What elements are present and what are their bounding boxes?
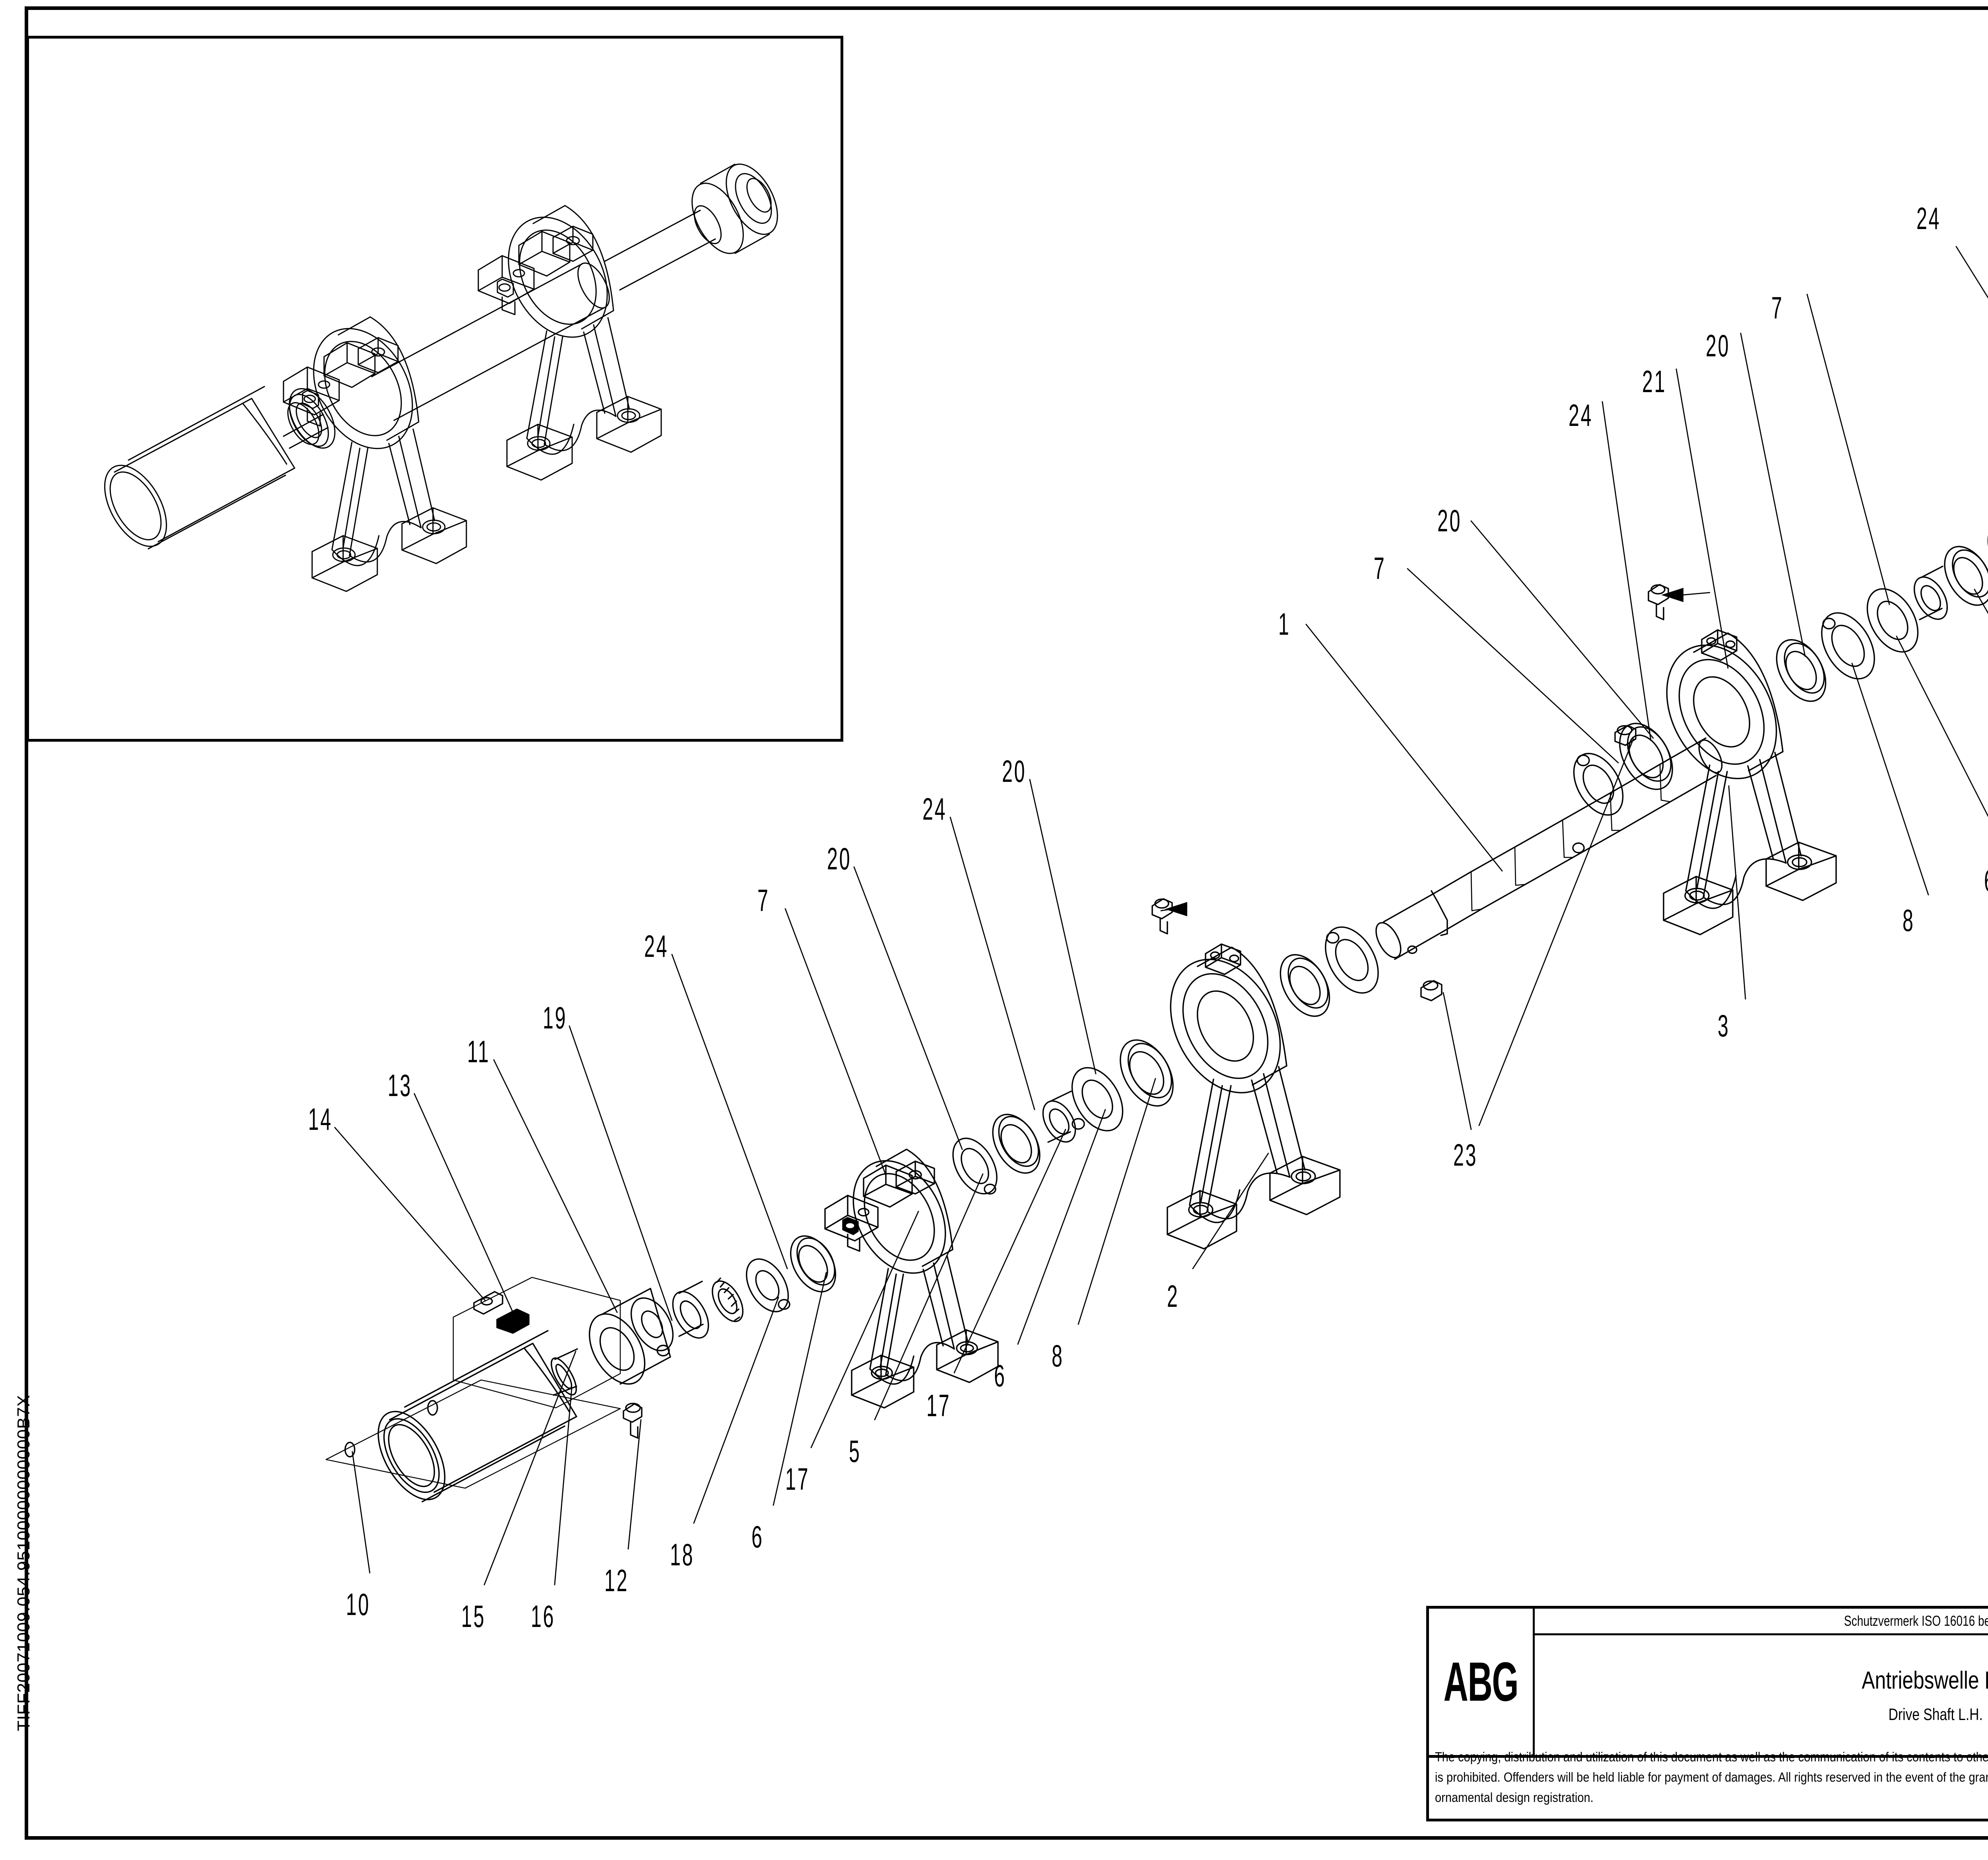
callout-17: 17 xyxy=(785,1462,810,1497)
legal-line-3: ornamental design registration. xyxy=(1435,1790,1594,1805)
assembled-view-inset-box xyxy=(26,36,843,742)
callout-20: 20 xyxy=(827,841,852,876)
callout-19: 19 xyxy=(543,1000,567,1035)
callout-2: 2 xyxy=(1167,1279,1179,1314)
callout-20: 20 xyxy=(1002,754,1027,789)
assembled-drive-shaft-illustration xyxy=(104,163,778,592)
callout-15: 15 xyxy=(461,1599,486,1634)
protection-notice-text: Schutzvermerk ISO 16016 beachten. xyxy=(1844,1613,1988,1629)
callout-7: 7 xyxy=(1374,551,1386,586)
abg-logo-text: ABG xyxy=(1443,1651,1518,1713)
drawing-title-cell: Antriebswelle LH Drive Shaft L.H. xyxy=(1535,1635,1988,1755)
drawing-frame-border xyxy=(25,6,1988,1840)
callout-21: 21 xyxy=(1642,364,1667,399)
callout-13: 13 xyxy=(388,1068,412,1103)
legal-line-1: The copying, distribution and utilizatio… xyxy=(1435,1749,1988,1764)
callout-10: 10 xyxy=(346,1587,371,1622)
callout-24: 24 xyxy=(1569,398,1593,433)
callout-6: 6 xyxy=(751,1519,764,1554)
drawing-title-german: Antriebswelle LH xyxy=(1862,1667,1988,1694)
callout-20: 20 xyxy=(1437,503,1462,538)
callout-7: 7 xyxy=(757,883,770,918)
callout-1: 1 xyxy=(1278,606,1291,641)
drawing-title-english: Drive Shaft L.H. xyxy=(1888,1705,1983,1724)
callout-6: 6 xyxy=(1984,865,1988,896)
callout-14: 14 xyxy=(308,1102,333,1137)
legal-notice-block: The copying, distribution and utilizatio… xyxy=(1426,1736,1988,1837)
legal-line-2: is prohibited. Offenders will be held li… xyxy=(1435,1770,1988,1785)
callout-12: 12 xyxy=(604,1563,629,1598)
callout-24: 24 xyxy=(922,791,947,826)
callout-5: 5 xyxy=(849,1434,861,1469)
callout-6: 6 xyxy=(994,1358,1006,1393)
callout-24: 24 xyxy=(1916,201,1941,236)
company-logo-cell: ABG xyxy=(1429,1609,1535,1755)
callout-16: 16 xyxy=(531,1599,555,1634)
title-block: ABG Schutzvermerk ISO 16016 beachten. An… xyxy=(1426,1606,1988,1821)
callout-24: 24 xyxy=(644,929,669,964)
title-block-center-column: Schutzvermerk ISO 16016 beachten. Antrie… xyxy=(1534,1609,1988,1755)
protection-notice-cell: Schutzvermerk ISO 16016 beachten. xyxy=(1534,1609,1988,1635)
callout-20: 20 xyxy=(1706,328,1730,363)
callout-18: 18 xyxy=(670,1537,695,1572)
callout-3: 3 xyxy=(1718,1008,1730,1043)
callout-8: 8 xyxy=(1052,1338,1064,1373)
callout-17: 17 xyxy=(926,1388,951,1423)
callout-8: 8 xyxy=(1903,903,1915,938)
title-block-upper-row: ABG Schutzvermerk ISO 16016 beachten. An… xyxy=(1429,1609,1988,1758)
callout-7: 7 xyxy=(1771,290,1784,325)
callout-23: 23 xyxy=(1453,1137,1478,1172)
callout-11: 11 xyxy=(467,1034,490,1069)
